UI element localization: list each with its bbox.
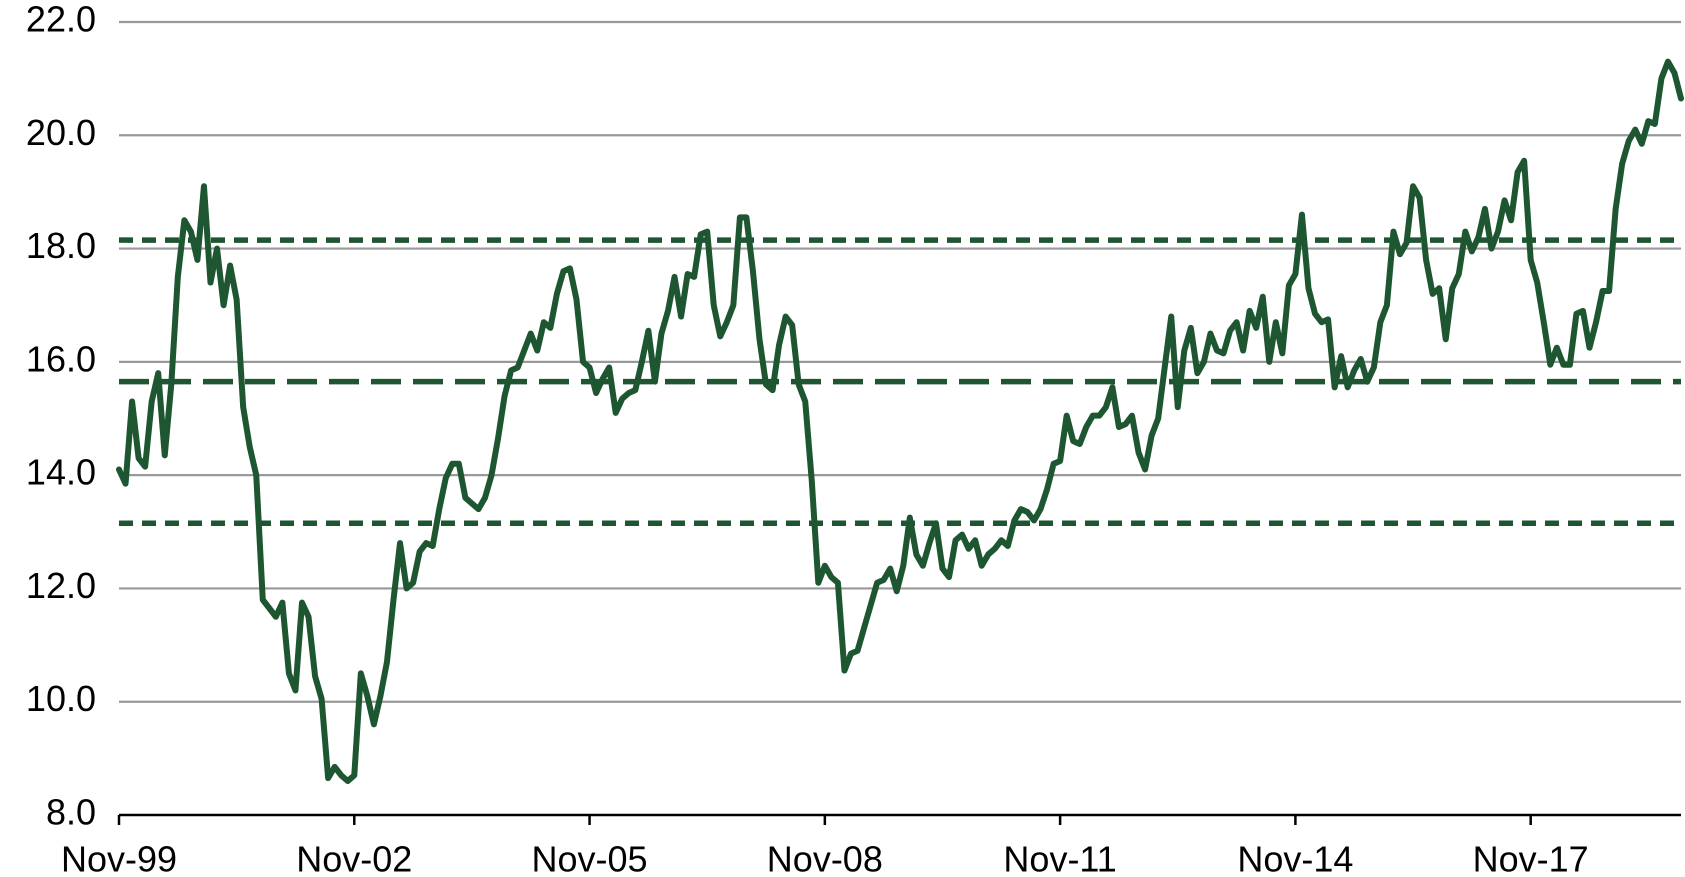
y-tick-label: 12.0 — [26, 565, 96, 606]
y-tick-label: 8.0 — [46, 792, 96, 833]
y-tick-label: 22.0 — [26, 0, 96, 40]
y-tick-label: 14.0 — [26, 452, 96, 493]
x-tick-label: Nov-08 — [767, 839, 883, 877]
y-tick-label: 18.0 — [26, 225, 96, 266]
x-tick-label: Nov-99 — [61, 839, 177, 877]
y-tick-label: 20.0 — [26, 112, 96, 153]
y-tick-label: 16.0 — [26, 338, 96, 379]
x-tick-label: Nov-11 — [1003, 839, 1116, 877]
data-line — [116, 58, 1684, 785]
x-tick-label: Nov-14 — [1237, 839, 1353, 877]
x-tick-label: Nov-17 — [1473, 839, 1589, 877]
x-tick-label: Nov-02 — [296, 839, 412, 877]
y-tick-label: 10.0 — [26, 678, 96, 719]
x-tick-label: Nov-05 — [532, 839, 648, 877]
